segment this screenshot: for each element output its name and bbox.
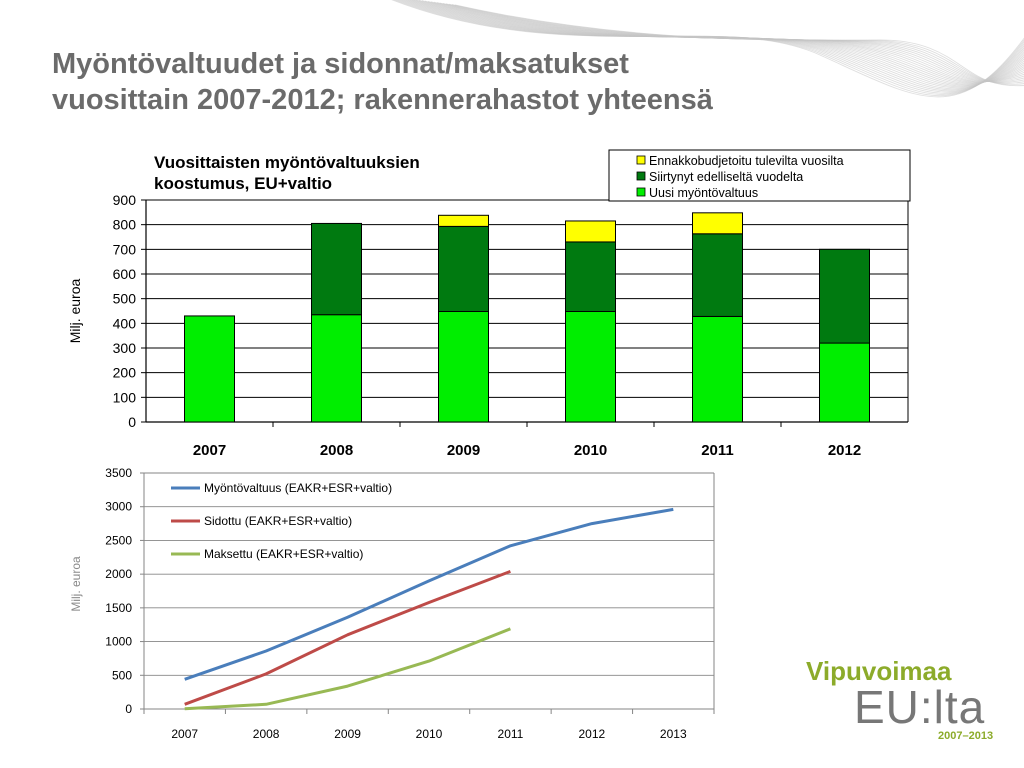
bar-legend-label: Ennakkobudjetoitu tulevilta vuosilta <box>649 154 844 168</box>
slide-title: Myöntövaltuudet ja sidonnat/maksatukset … <box>52 46 872 118</box>
stacked-bar-chart: 0 100 200 300 400 500 600 700 800 900 2007 2008 2009… <box>67 149 911 459</box>
bar-legend-swatch <box>636 171 646 181</box>
bar-y-tick-label: 700 <box>113 241 137 257</box>
bar-segment <box>184 315 235 423</box>
line-y-tick-label: 3500 <box>105 466 132 480</box>
bar-segment <box>819 248 870 344</box>
line-y-tick-label: 0 <box>125 702 132 716</box>
bar-segment <box>565 310 616 423</box>
bar-segment <box>438 225 489 312</box>
bar-segment <box>692 315 743 423</box>
bar-y-tick-label: 800 <box>113 217 137 233</box>
bar-y-tick-label: 0 <box>128 414 136 430</box>
bar-y-tick-label: 900 <box>113 192 137 208</box>
bar-x-tick-label: 2009 <box>447 442 480 459</box>
ribbon-curve <box>406 0 1024 90</box>
bar-legend-swatch <box>636 155 646 165</box>
bar-plot-area <box>146 200 908 422</box>
bar-legend-label: Uusi myöntövaltuus <box>649 186 758 200</box>
bar-segment <box>692 212 743 235</box>
bar-y-tick-label: 600 <box>113 266 137 282</box>
bar-segment <box>311 222 362 316</box>
ribbon-curve <box>409 0 1024 88</box>
line-x-tick-label: 2013 <box>660 727 687 741</box>
line-x-tick-label: 2009 <box>334 727 361 741</box>
logo-text-bottom: 2007–2013 <box>938 730 994 742</box>
ribbon-curve <box>454 4 1024 87</box>
bar-legend-swatch <box>636 187 646 197</box>
bar-legend-box <box>608 149 911 202</box>
ribbon-curve <box>404 0 1024 91</box>
bar-y-tick-label: 100 <box>113 389 137 405</box>
line-series <box>184 569 511 706</box>
bar-x-tick-label: 2007 <box>193 442 226 459</box>
bar-chart-title-line: koostumus, EU+valtio <box>154 174 332 193</box>
line-x-tick-label: 2012 <box>579 727 606 741</box>
line-y-tick-label: 2000 <box>105 567 132 581</box>
line-chart: 0 500 1000 1500 2000 2500 3000 3500 2007 2008 2009… <box>69 466 715 741</box>
bar-segment <box>438 214 489 227</box>
line-y-tick-label: 3000 <box>105 500 132 514</box>
bar-y-tick-label: 300 <box>113 340 137 356</box>
line-y-axis-label: Milj. euroa <box>69 556 83 612</box>
bar-segment <box>311 314 362 423</box>
bar-segment <box>438 310 489 423</box>
ribbon-curve <box>418 0 1024 84</box>
line-legend-label: Sidottu (EAKR+ESR+valtio) <box>204 514 352 528</box>
bar-y-axis-label: Milj. euroa <box>67 279 83 344</box>
bar-segment <box>565 220 616 243</box>
line-y-tick-label: 2500 <box>105 533 132 547</box>
line-x-tick-label: 2007 <box>171 727 198 741</box>
line-series <box>184 507 674 681</box>
logo-text-top: Vipuvoimaa <box>806 656 952 686</box>
line-x-tick-label: 2010 <box>416 727 443 741</box>
bar-x-tick-label: 2008 <box>320 442 353 459</box>
bar-chart-title-line: Vuosittaisten myöntövaltuuksien <box>154 153 420 172</box>
line-x-tick-label: 2011 <box>498 727 524 741</box>
line-legend-label: Myöntövaltuus (EAKR+ESR+valtio) <box>204 481 392 495</box>
bar-x-tick-label: 2010 <box>574 442 607 459</box>
line-y-tick-label: 500 <box>112 668 132 682</box>
line-x-tick-label: 2008 <box>253 727 280 741</box>
ribbon-curve <box>415 0 1024 85</box>
bar-y-tick-label: 500 <box>113 291 137 307</box>
bar-segment <box>819 342 870 423</box>
vipuvoimaa-logo: Vipuvoimaa EU:lta 2007–2013 <box>806 656 996 746</box>
slide-title-line-1: Myöntövaltuudet ja sidonnat/maksatukset <box>52 48 629 80</box>
line-y-tick-label: 1000 <box>105 635 132 649</box>
line-legend-label: Maksettu (EAKR+ESR+valtio) <box>204 547 363 561</box>
line-series <box>184 627 511 711</box>
bar-segment <box>692 233 743 317</box>
line-y-tick-label: 1500 <box>105 601 132 615</box>
slide-title-line-2: vuosittain 2007-2012; rakennerahastot yh… <box>52 84 713 116</box>
logo-text-middle: EU:lta <box>854 681 986 733</box>
bar-x-tick-label: 2011 <box>701 442 734 459</box>
ribbon-curve <box>413 0 1024 86</box>
ribbon-curve <box>411 0 1024 87</box>
bar-segment <box>565 241 616 312</box>
bar-y-tick-label: 400 <box>113 315 137 331</box>
bar-legend-label: Siirtynyt edelliseltä vuodelta <box>649 170 803 184</box>
bar-x-tick-label: 2012 <box>828 442 861 459</box>
ribbon-curve <box>407 0 1024 89</box>
bar-y-tick-label: 200 <box>113 365 137 381</box>
